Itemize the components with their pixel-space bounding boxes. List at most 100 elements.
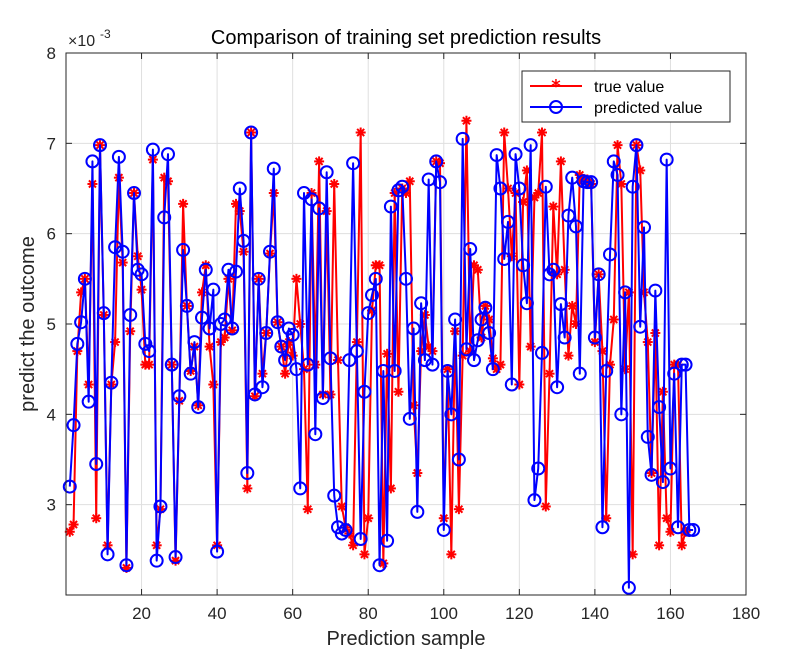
data-point-predicted <box>285 327 300 342</box>
data-point-predicted <box>572 366 587 381</box>
x-tick-label: 80 <box>359 604 378 623</box>
data-point-predicted <box>451 452 466 467</box>
data-point-predicted <box>134 267 149 282</box>
data-point-true <box>548 201 559 212</box>
x-tick-label: 100 <box>430 604 458 623</box>
data-point-true <box>374 260 385 271</box>
data-point-predicted <box>70 336 85 351</box>
data-point-true <box>355 127 366 138</box>
data-point-true <box>382 348 393 359</box>
data-point-predicted <box>497 251 512 266</box>
data-point-predicted <box>338 522 353 537</box>
data-point-predicted <box>127 186 141 201</box>
data-point-predicted <box>644 467 659 482</box>
data-point-predicted <box>255 380 270 395</box>
data-point-predicted <box>346 156 361 171</box>
data-point-predicted <box>368 271 383 286</box>
data-point-predicted <box>538 179 553 194</box>
data-point-predicted <box>365 288 379 303</box>
data-point-true <box>605 359 615 370</box>
data-point-true <box>242 483 253 494</box>
data-point-predicted <box>399 271 413 286</box>
x-tick-label: 160 <box>656 604 684 623</box>
data-point-predicted <box>66 418 81 433</box>
data-point-true <box>544 368 555 379</box>
data-point-predicted <box>436 522 451 537</box>
data-point-true <box>91 513 102 524</box>
y-tick-label: 8 <box>47 44 56 63</box>
data-point-predicted <box>463 242 478 257</box>
data-point-predicted <box>652 400 667 415</box>
data-point-predicted <box>145 142 160 157</box>
data-point-predicted <box>561 208 576 223</box>
tick-labels: 20 40 60 80 100 120 140 160 180 3 4 5 6 7 8 <box>47 44 761 623</box>
y-tick-label: 7 <box>47 134 56 153</box>
data-point-predicted <box>81 394 96 409</box>
data-point-predicted <box>100 547 115 562</box>
data-point-predicted <box>682 522 697 537</box>
data-point-predicted <box>459 342 474 357</box>
data-point-predicted <box>417 353 432 368</box>
data-point-predicted <box>482 326 497 341</box>
data-point-predicted <box>595 520 610 535</box>
x-tick-label: 140 <box>581 604 609 623</box>
data-point-predicted <box>493 181 508 196</box>
data-point-predicted <box>410 504 425 519</box>
data-point-predicted <box>387 363 402 378</box>
data-point-predicted <box>93 138 107 153</box>
data-point-true <box>608 314 619 325</box>
data-point-predicted <box>198 262 213 277</box>
data-point-true <box>64 526 75 537</box>
data-point-predicted <box>640 429 655 444</box>
x-tick-label: 60 <box>283 604 302 623</box>
data-point-predicted <box>667 366 682 381</box>
data-point-predicted <box>293 481 308 496</box>
data-point-predicted <box>678 357 693 372</box>
data-point-predicted <box>686 522 701 537</box>
data-point-predicted <box>157 210 172 225</box>
chart-title: Comparison of training set prediction re… <box>211 27 601 49</box>
data-point-predicted <box>383 199 398 214</box>
data-point-true <box>461 115 472 126</box>
data-point-predicted <box>610 167 625 182</box>
data-point-true <box>302 504 313 515</box>
x-tick-label: 120 <box>505 604 533 623</box>
legend-label-predicted: predicted value <box>594 100 703 117</box>
data-point-predicted <box>323 351 338 366</box>
data-point-predicted <box>300 357 315 372</box>
data-point-predicted <box>210 544 225 559</box>
data-point-predicted <box>637 220 651 235</box>
data-point-true <box>567 300 578 311</box>
data-point-predicted <box>550 380 565 395</box>
data-point-predicted <box>580 175 595 190</box>
data-point-predicted <box>312 201 327 216</box>
data-point-true <box>197 287 207 298</box>
data-point-predicted <box>225 321 240 336</box>
data-point-predicted <box>557 330 572 345</box>
data-point-predicted <box>663 461 678 476</box>
data-point-predicted <box>648 283 663 298</box>
data-point-predicted <box>444 407 459 422</box>
series-layer <box>62 115 701 595</box>
data-point-predicted <box>187 335 202 350</box>
data-point-true <box>642 337 653 348</box>
data-point-predicted <box>546 262 561 277</box>
data-point-predicted <box>108 240 123 255</box>
data-point-predicted <box>553 297 568 312</box>
data-point-predicted <box>172 389 187 404</box>
data-point-predicted <box>304 192 319 207</box>
data-point-predicted <box>119 558 134 573</box>
data-point-predicted <box>195 310 209 325</box>
data-point-true <box>208 379 219 390</box>
data-point-true <box>446 549 457 560</box>
data-point-predicted <box>527 493 542 508</box>
data-point-predicted <box>406 321 421 336</box>
data-point-predicted <box>236 233 251 248</box>
data-point-predicted <box>587 330 602 345</box>
data-point-predicted <box>176 242 191 257</box>
data-point-predicted <box>221 262 236 277</box>
data-point-predicted <box>247 387 262 402</box>
data-point-predicted <box>455 131 470 146</box>
data-point-true <box>563 350 574 361</box>
data-point-true <box>144 359 155 370</box>
